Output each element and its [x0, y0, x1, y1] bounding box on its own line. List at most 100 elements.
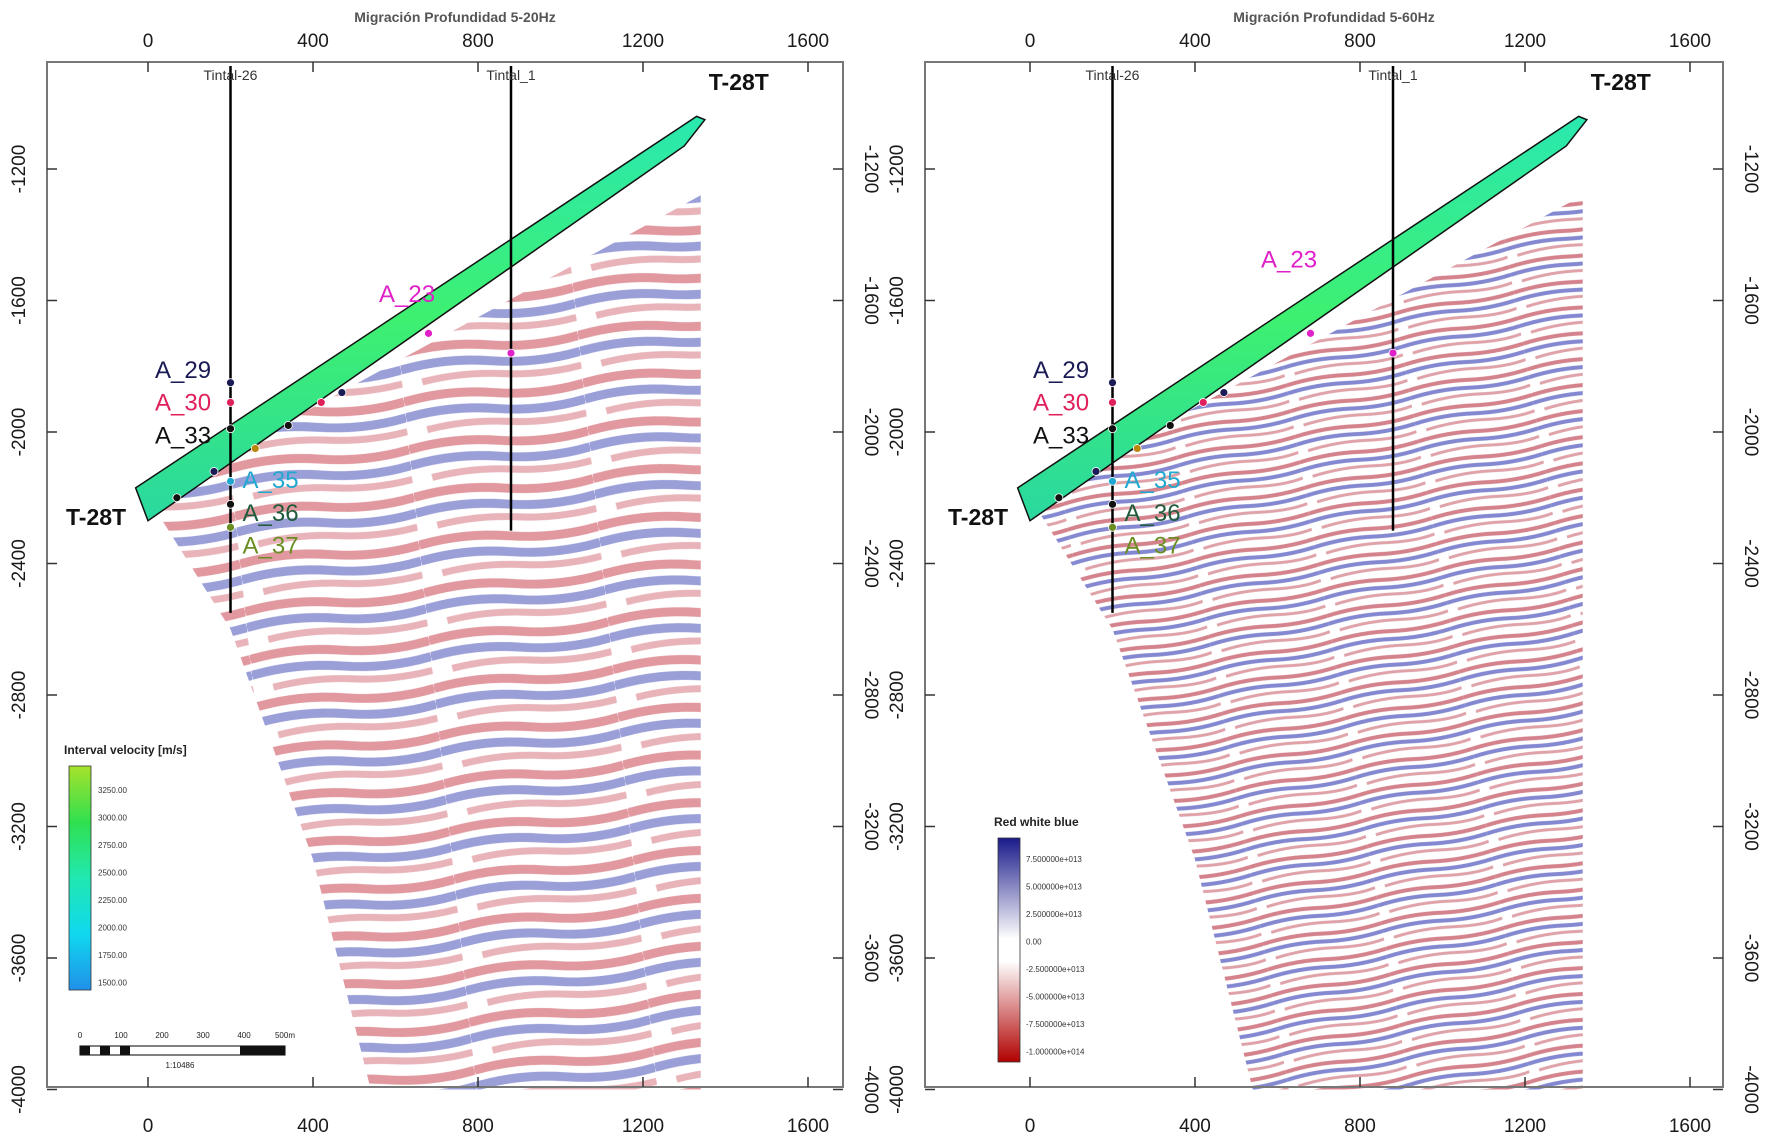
y-tick-label-right: -2000: [860, 408, 881, 457]
y-tick-label-right: -1600: [860, 276, 881, 325]
panel-frame: [924, 61, 1724, 1088]
section-label-bottom: T-28T: [66, 504, 126, 530]
y-tick-label-left: -3200: [887, 802, 908, 851]
horizon-marker: [1108, 398, 1117, 407]
horizon-marker: [506, 348, 516, 358]
y-tick-label-left: -2800: [9, 671, 30, 720]
horizon-marker: [1219, 388, 1229, 397]
y-tick-label-left: -2400: [9, 539, 30, 588]
x-tick-label-bottom: 1200: [1504, 1116, 1546, 1137]
y-tick-label-left: -2800: [887, 671, 908, 720]
y-tick-label-left: -2000: [9, 408, 30, 457]
y-tick-label-left: -1600: [887, 276, 908, 325]
right-panel: Migración Profundidad 5-60Hz 0 0 400 400 800 8…: [887, 9, 1761, 1137]
velocity-band: [134, 115, 707, 522]
legend-value: 0.00: [1026, 938, 1042, 947]
scale-tick-label: 0: [78, 1031, 83, 1040]
y-tick-label-right: -2400: [1740, 539, 1761, 588]
y-tick-label-right: -3600: [1740, 934, 1761, 983]
well-label: Tintal-26: [1086, 67, 1140, 83]
well-label: Tintal-26: [204, 67, 258, 83]
x-tick-label-bottom: 400: [1179, 1116, 1211, 1137]
legend-title: Red white blue: [994, 815, 1079, 829]
legend-value: 3000.00: [98, 814, 127, 823]
horizon-marker: [337, 388, 347, 397]
x-tick-label-top: 800: [1344, 31, 1376, 52]
horizon-label: A_37: [243, 533, 299, 560]
section-label-bottom: T-28T: [948, 504, 1008, 530]
y-tick-label-left: -4000: [9, 1065, 30, 1114]
y-tick-label-right: -2400: [860, 539, 881, 588]
x-tick-label-bottom: 800: [1344, 1116, 1376, 1137]
horizon-label: A_35: [1125, 467, 1181, 494]
legend-value: -1.000000e+014: [1026, 1048, 1085, 1057]
y-tick-label-left: -3200: [9, 802, 30, 851]
panel-frame: [46, 61, 844, 1088]
y-tick-label-right: -4000: [860, 1065, 881, 1114]
x-tick-label-top: 1600: [787, 31, 829, 52]
horizon-marker: [250, 444, 260, 453]
x-tick-label-top: 0: [1025, 31, 1036, 52]
x-tick-label-top: 800: [462, 31, 494, 52]
y-tick-label-left: -3600: [887, 934, 908, 983]
scale-bar-segment: [120, 1046, 130, 1055]
seismic-section: [148, 195, 701, 1090]
x-tick-label-bottom: 0: [1025, 1116, 1036, 1137]
horizon-marker: [1108, 424, 1117, 434]
horizon-marker: [1108, 378, 1117, 388]
y-tick-label-left: -1200: [9, 145, 30, 194]
legend-title: Interval velocity [m/s]: [64, 743, 187, 757]
y-tick-label-right: -2800: [860, 671, 881, 720]
horizon-marker: [226, 499, 235, 509]
section-label-top: T-28T: [1591, 69, 1651, 95]
horizon-marker: [1165, 421, 1175, 430]
horizon-marker: [226, 398, 235, 407]
y-tick-label-right: -1600: [1740, 276, 1761, 325]
horizon-label: A_29: [155, 357, 211, 384]
legend-colorbar: [68, 765, 92, 991]
scale-bar: 0 100 200 300 400 500m 1:10486: [78, 1031, 296, 1070]
horizon-marker: [1388, 348, 1398, 358]
horizon-marker: [226, 424, 235, 434]
horizon-label: A_35: [243, 467, 299, 494]
horizon-marker: [1108, 499, 1117, 509]
y-tick-label-right: -3200: [1740, 802, 1761, 851]
horizon-marker: [226, 476, 235, 486]
panel-title: Migración Profundidad 5-20Hz: [354, 9, 555, 25]
horizon-marker: [1054, 493, 1064, 503]
x-tick-label-bottom: 400: [297, 1116, 329, 1137]
y-tick-label-right: -1200: [860, 145, 881, 194]
panel-title: Migración Profundidad 5-60Hz: [1233, 9, 1434, 25]
horizon-marker: [1091, 467, 1101, 476]
y-tick-label-left: -4000: [887, 1065, 908, 1114]
horizon-marker: [283, 421, 293, 430]
y-tick-label-right: -2800: [1740, 671, 1761, 720]
horizon-marker: [316, 398, 326, 407]
x-tick-label-top: 400: [1179, 31, 1211, 52]
scale-ratio: 1:10486: [166, 1061, 195, 1070]
horizon-label: A_36: [1125, 500, 1181, 527]
y-tick-label-right: -3200: [860, 802, 881, 851]
y-tick-label-right: -2000: [1740, 408, 1761, 457]
velocity-band: [1016, 115, 1589, 522]
y-tick-label-left: -2400: [887, 539, 908, 588]
legend-value: 2250.00: [98, 896, 127, 905]
x-tick-label-bottom: 800: [462, 1116, 494, 1137]
horizon-marker: [172, 493, 182, 503]
legend-value: -7.500000e+013: [1026, 1020, 1085, 1029]
horizon-label: A_23: [379, 281, 435, 308]
y-tick-label-left: -2000: [887, 408, 908, 457]
horizon-marker: [209, 467, 219, 476]
legend-value: -2.500000e+013: [1026, 965, 1085, 974]
y-tick-label-left: -1600: [9, 276, 30, 325]
well-label: Tintal_1: [486, 67, 536, 83]
horizon-label: A_30: [1033, 390, 1089, 417]
x-tick-label-top: 0: [143, 31, 154, 52]
x-tick-label-bottom: 0: [143, 1116, 154, 1137]
seismic-section: [1030, 195, 1583, 1090]
scale-bar-segment: [240, 1046, 285, 1055]
x-tick-label-top: 1600: [1669, 31, 1711, 52]
x-tick-label-top: 1200: [1504, 31, 1546, 52]
horizon-marker: [1306, 328, 1315, 338]
legend-value: 5.000000e+013: [1026, 883, 1082, 892]
